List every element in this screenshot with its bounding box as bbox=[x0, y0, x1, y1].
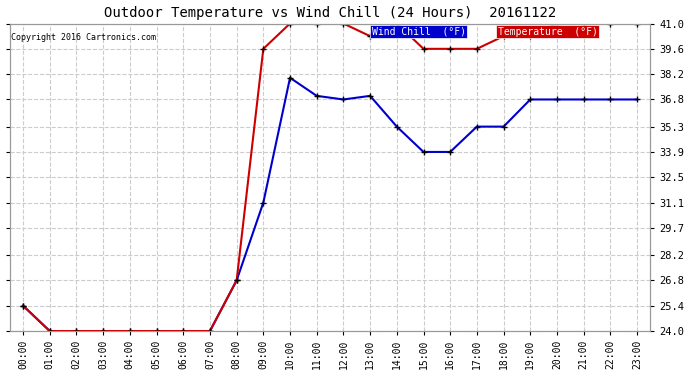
Text: Copyright 2016 Cartronics.com: Copyright 2016 Cartronics.com bbox=[11, 33, 156, 42]
Text: Wind Chill  (°F): Wind Chill (°F) bbox=[372, 27, 466, 37]
Text: Temperature  (°F): Temperature (°F) bbox=[498, 27, 598, 37]
Title: Outdoor Temperature vs Wind Chill (24 Hours)  20161122: Outdoor Temperature vs Wind Chill (24 Ho… bbox=[104, 6, 556, 20]
